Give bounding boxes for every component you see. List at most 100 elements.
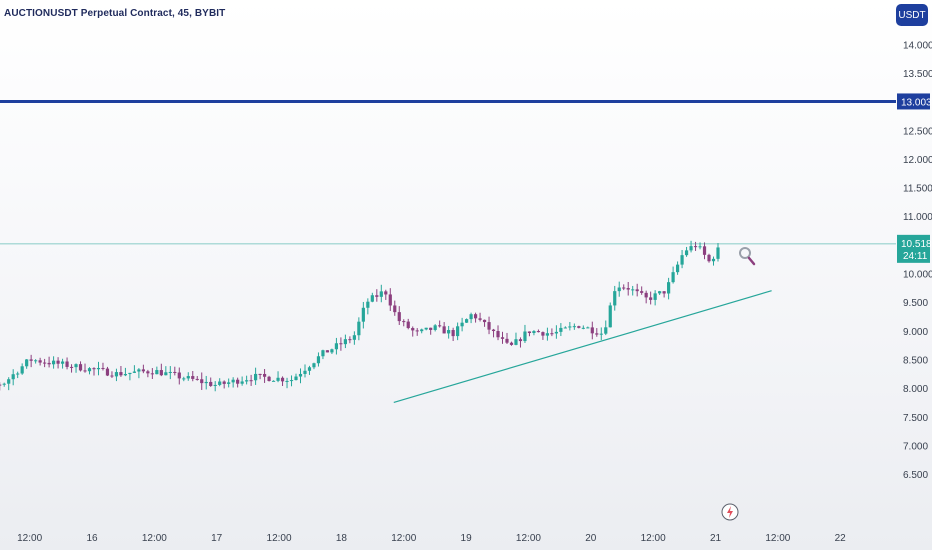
candle-down	[101, 362, 105, 371]
resistance-price-label: 13.003	[901, 97, 932, 108]
candle-body	[137, 369, 141, 372]
candle-up	[271, 380, 276, 382]
candle-body	[361, 307, 365, 322]
candle-down	[65, 357, 69, 370]
candle-body	[43, 362, 47, 364]
candle-body	[74, 364, 78, 368]
candle-body	[366, 301, 370, 308]
candle-down	[496, 325, 500, 341]
candle-body	[563, 327, 567, 329]
candle-body	[280, 377, 285, 382]
candle-up	[658, 290, 662, 295]
candle-body	[65, 361, 69, 367]
candle-down	[429, 327, 433, 335]
candle-body	[213, 384, 217, 386]
candle-body	[635, 289, 639, 292]
candle-body	[662, 291, 666, 294]
candle-up	[204, 375, 208, 390]
candle-body	[482, 319, 487, 323]
currency-button[interactable]: USDT	[896, 4, 928, 26]
last-price-label: 10.518	[901, 239, 932, 250]
candle-body	[254, 373, 258, 381]
candle-up	[218, 378, 222, 387]
candle-body	[500, 337, 505, 339]
lines-layer	[0, 99, 896, 404]
candle-body	[447, 330, 451, 334]
candle-body	[644, 292, 648, 298]
candle-up	[96, 361, 101, 376]
candle-body	[339, 343, 343, 345]
candle-body	[20, 366, 24, 374]
candle-down	[640, 286, 644, 295]
candle-body	[289, 380, 294, 382]
candle-body	[622, 287, 626, 289]
candle-body	[334, 343, 339, 350]
candle-body	[541, 332, 545, 336]
candle-up	[711, 256, 716, 266]
candle-up	[433, 324, 437, 332]
candle-body	[182, 378, 186, 380]
candle-body	[38, 360, 42, 363]
candle-body	[442, 326, 446, 334]
candle-down	[626, 282, 630, 296]
candle-body	[487, 322, 491, 330]
candle-body	[514, 339, 518, 345]
candle-up	[456, 322, 460, 341]
candle-body	[608, 305, 612, 328]
candle-up	[285, 377, 289, 389]
candle-up	[316, 352, 321, 367]
candle-down	[500, 331, 505, 344]
trendline	[393, 290, 772, 404]
lightning-bolt	[727, 506, 733, 518]
candle-down	[644, 290, 648, 304]
candle-body	[7, 379, 11, 384]
candle-up	[276, 371, 280, 383]
candle-down	[622, 284, 626, 291]
candle-body	[438, 325, 442, 327]
y-tick-label: 8.500	[903, 355, 928, 366]
candle-down	[577, 325, 581, 329]
candle-body	[640, 291, 644, 293]
candle-up	[254, 367, 258, 385]
candle-up	[599, 327, 603, 341]
last-price-tag	[897, 234, 930, 263]
candle-down	[541, 331, 545, 340]
candle-body	[518, 339, 523, 342]
x-tick-label: 12:00	[17, 533, 42, 544]
candle-down	[518, 337, 523, 348]
candle-up	[87, 367, 92, 375]
candle-body	[11, 374, 15, 380]
candle-body	[393, 305, 397, 313]
candle-down	[56, 357, 60, 369]
y-tick-label: 8.000	[903, 384, 928, 395]
candle-body	[572, 326, 576, 328]
candle-body	[325, 350, 330, 353]
candle-up	[74, 363, 78, 373]
candle-up	[361, 301, 365, 329]
candle-down	[258, 373, 262, 380]
candle-up	[653, 290, 657, 306]
candle-body	[411, 328, 415, 331]
candle-down	[388, 288, 392, 311]
candle-body	[173, 371, 177, 373]
candle-down	[707, 253, 711, 263]
candle-body	[509, 342, 514, 345]
candle-body	[698, 246, 702, 248]
candle-down	[280, 376, 285, 387]
candle-down	[482, 319, 487, 327]
candle-down	[195, 376, 199, 381]
x-tick-label: 22	[835, 533, 847, 544]
candle-up	[366, 298, 370, 315]
candle-body	[271, 380, 276, 382]
candle-body	[195, 378, 199, 380]
candle-up	[25, 359, 29, 369]
candle-up	[514, 332, 518, 346]
y-tick-label: 6.500	[903, 470, 928, 481]
candle-body	[626, 288, 630, 290]
candle-down	[384, 289, 388, 300]
candle-down	[402, 319, 406, 327]
candle-up	[231, 377, 235, 388]
candle-body	[16, 373, 20, 375]
candle-up	[16, 371, 20, 379]
